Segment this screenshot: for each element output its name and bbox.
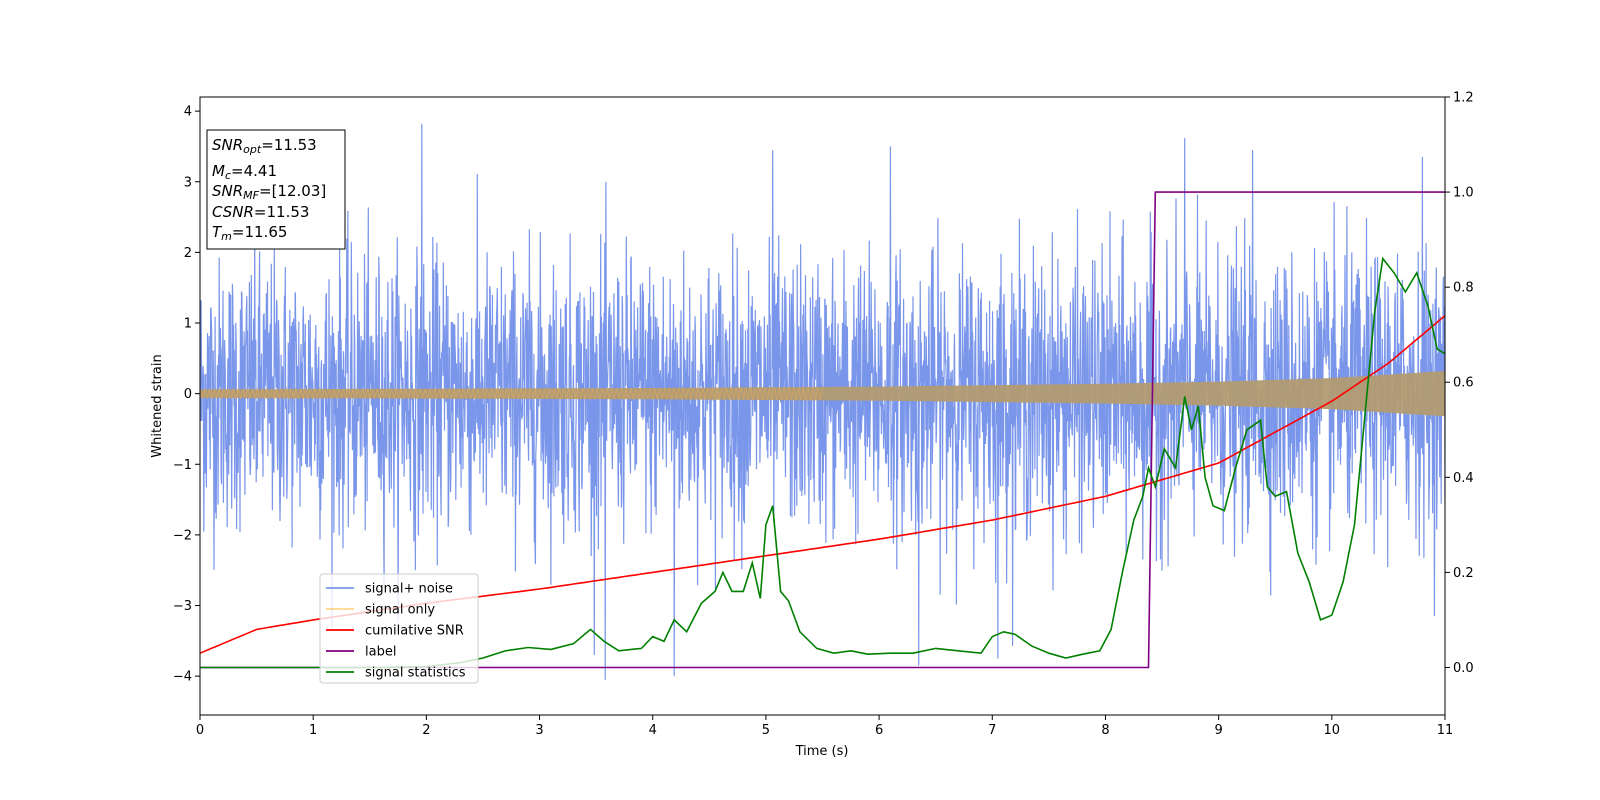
legend-label: signal only — [365, 603, 435, 618]
label-line — [200, 191, 1445, 669]
y2-tick-label: 1.0 — [1453, 186, 1474, 201]
legend-label: signal+ noise — [365, 582, 453, 597]
signal-only-line — [200, 386, 823, 401]
annotation-value: =11.53 — [254, 203, 310, 221]
annotation-symbol: SNR — [212, 182, 243, 200]
x-tick-label: 1 — [309, 723, 317, 738]
y-tick-label: −4 — [173, 670, 192, 685]
x-tick-label: 0 — [196, 723, 204, 738]
y-axis-right: 0.0 0.2 0.4 0.6 0.8 1.0 1.2 — [1445, 91, 1474, 676]
legend-frame — [319, 573, 479, 684]
y-tick-label: 0 — [184, 387, 192, 402]
annotation-text: SNRopt=11.53Mc=4.41SNRMF=[12.03]CSNR=11.… — [212, 136, 326, 243]
x-tick-label: 11 — [1437, 723, 1454, 738]
annotation-subscript: MF — [243, 189, 259, 202]
annotation-subscript: m — [221, 230, 232, 243]
annotation-value: =11.65 — [232, 223, 288, 241]
x-axis-label: Time (s) — [795, 744, 849, 759]
legend-label: label — [365, 645, 396, 660]
y2-tick-label: 0.8 — [1453, 281, 1474, 296]
y-axis-left: −4 −3 −2 −1 0 1 2 3 4 — [173, 105, 200, 685]
annotation-symbol: CSNR — [212, 203, 254, 221]
annotation-symbol: SNR — [212, 136, 243, 154]
x-tick-label: 3 — [535, 723, 543, 738]
legend-label: signal statistics — [365, 666, 466, 681]
annotation-subscript: opt — [243, 143, 262, 156]
y-tick-label: −2 — [173, 528, 192, 543]
annotation-box-frame — [206, 129, 346, 250]
annotation-line: CSNR=11.53 — [212, 203, 309, 221]
x-tick-label: 10 — [1324, 723, 1341, 738]
annotation-value: =4.41 — [231, 162, 277, 180]
x-tick-label: 5 — [762, 723, 770, 738]
annotation-symbol: M — [212, 162, 225, 180]
x-tick-label: 2 — [422, 723, 430, 738]
annotation-value: =11.53 — [261, 136, 317, 154]
signal-statistics-line — [200, 256, 1445, 669]
annotation-line: SNRMF=[12.03] — [212, 182, 326, 202]
legend: signal+ noise signal only cumilative SNR la… — [319, 573, 479, 684]
y2-tick-label: 0.2 — [1453, 566, 1474, 581]
annotation-symbol: T — [212, 223, 223, 241]
x-tick-label: 8 — [1101, 723, 1109, 738]
y-tick-label: 1 — [184, 317, 192, 332]
x-tick-label: 9 — [1214, 723, 1222, 738]
x-axis: 0 1 2 3 4 5 6 7 8 9 10 11 — [196, 715, 1453, 738]
y2-tick-label: 0.6 — [1453, 376, 1474, 391]
annotation-box: SNRopt=11.53Mc=4.41SNRMF=[12.03]CSNR=11.… — [206, 129, 346, 250]
axes-frame — [199, 96, 1446, 716]
x-tick-label: 4 — [649, 723, 657, 738]
y-tick-label: −1 — [173, 458, 192, 473]
x-tick-label: 6 — [875, 723, 883, 738]
y-tick-label: 4 — [184, 105, 192, 120]
annotation-subscript: c — [225, 169, 231, 182]
y-tick-label: −3 — [173, 599, 192, 614]
y2-tick-label: 1.2 — [1453, 91, 1474, 106]
y2-tick-label: 0.0 — [1453, 661, 1474, 676]
y-tick-label: 3 — [184, 175, 192, 190]
annotation-value: =[12.03] — [259, 182, 326, 200]
annotation-line: SNRopt=11.53 — [212, 136, 317, 156]
signal-only-band — [200, 371, 1445, 417]
annotation-line: Mc=4.41 — [212, 162, 277, 182]
signal-only-series — [200, 371, 1445, 417]
y-axis-label: Whitened strain — [150, 354, 165, 457]
legend-label: cumilative SNR — [365, 624, 464, 639]
legend-entries: signal+ noise signal only cumilative SNR la… — [326, 582, 466, 681]
y-tick-label: 2 — [184, 246, 192, 261]
x-tick-label: 7 — [988, 723, 996, 738]
y2-tick-label: 0.4 — [1453, 471, 1474, 486]
annotation-line: Tm=11.65 — [212, 223, 287, 243]
